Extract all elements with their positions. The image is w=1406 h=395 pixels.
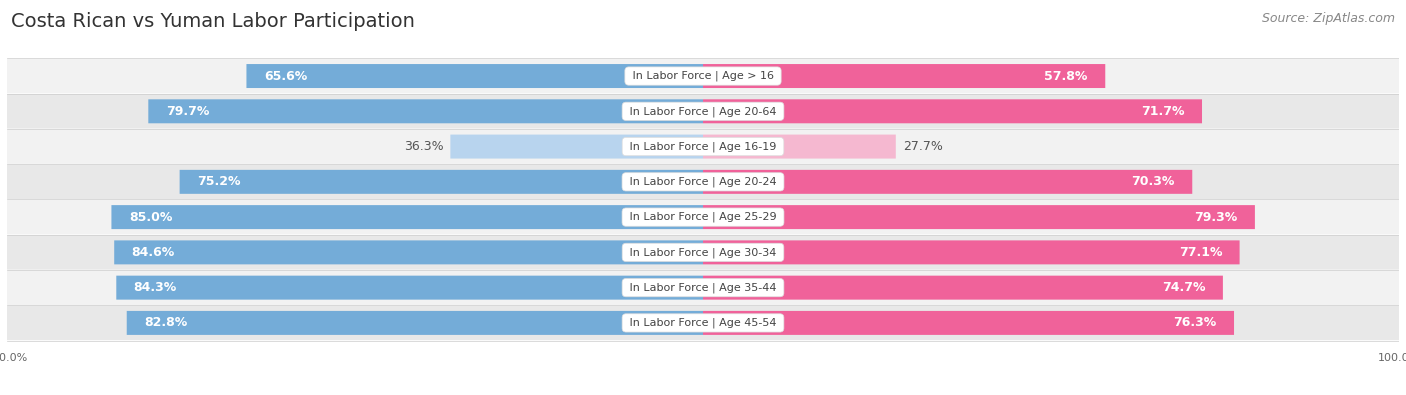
Text: 85.0%: 85.0%	[129, 211, 172, 224]
Text: 82.8%: 82.8%	[145, 316, 187, 329]
Text: In Labor Force | Age 16-19: In Labor Force | Age 16-19	[626, 141, 780, 152]
FancyBboxPatch shape	[7, 94, 1399, 129]
Text: In Labor Force | Age 35-44: In Labor Force | Age 35-44	[626, 282, 780, 293]
FancyBboxPatch shape	[703, 205, 1256, 229]
Text: Source: ZipAtlas.com: Source: ZipAtlas.com	[1261, 12, 1395, 25]
FancyBboxPatch shape	[703, 170, 1192, 194]
Text: 77.1%: 77.1%	[1178, 246, 1222, 259]
FancyBboxPatch shape	[703, 99, 1202, 123]
FancyBboxPatch shape	[7, 200, 1399, 234]
Text: In Labor Force | Age 45-54: In Labor Force | Age 45-54	[626, 318, 780, 328]
FancyBboxPatch shape	[450, 135, 703, 158]
Text: 57.8%: 57.8%	[1045, 70, 1088, 83]
FancyBboxPatch shape	[703, 276, 1223, 300]
Text: In Labor Force | Age > 16: In Labor Force | Age > 16	[628, 71, 778, 81]
Text: In Labor Force | Age 30-34: In Labor Force | Age 30-34	[626, 247, 780, 258]
FancyBboxPatch shape	[246, 64, 703, 88]
FancyBboxPatch shape	[117, 276, 703, 300]
Text: 76.3%: 76.3%	[1174, 316, 1216, 329]
Text: Costa Rican vs Yuman Labor Participation: Costa Rican vs Yuman Labor Participation	[11, 12, 415, 31]
Text: In Labor Force | Age 25-29: In Labor Force | Age 25-29	[626, 212, 780, 222]
Text: 79.7%: 79.7%	[166, 105, 209, 118]
FancyBboxPatch shape	[703, 241, 1240, 264]
FancyBboxPatch shape	[703, 135, 896, 158]
Text: 79.3%: 79.3%	[1194, 211, 1237, 224]
FancyBboxPatch shape	[180, 170, 703, 194]
Text: 75.2%: 75.2%	[197, 175, 240, 188]
Text: 84.3%: 84.3%	[134, 281, 177, 294]
FancyBboxPatch shape	[703, 64, 1105, 88]
Text: 71.7%: 71.7%	[1142, 105, 1185, 118]
FancyBboxPatch shape	[114, 241, 703, 264]
FancyBboxPatch shape	[7, 165, 1399, 199]
FancyBboxPatch shape	[7, 59, 1399, 93]
Text: 74.7%: 74.7%	[1161, 281, 1205, 294]
FancyBboxPatch shape	[7, 129, 1399, 164]
FancyBboxPatch shape	[148, 99, 703, 123]
FancyBboxPatch shape	[111, 205, 703, 229]
Text: 36.3%: 36.3%	[404, 140, 443, 153]
Text: In Labor Force | Age 20-24: In Labor Force | Age 20-24	[626, 177, 780, 187]
Text: In Labor Force | Age 20-64: In Labor Force | Age 20-64	[626, 106, 780, 117]
Text: 70.3%: 70.3%	[1132, 175, 1175, 188]
FancyBboxPatch shape	[7, 306, 1399, 340]
FancyBboxPatch shape	[703, 311, 1234, 335]
FancyBboxPatch shape	[127, 311, 703, 335]
FancyBboxPatch shape	[7, 235, 1399, 270]
Text: 65.6%: 65.6%	[264, 70, 307, 83]
Text: 84.6%: 84.6%	[132, 246, 174, 259]
Text: 27.7%: 27.7%	[903, 140, 942, 153]
FancyBboxPatch shape	[7, 270, 1399, 305]
